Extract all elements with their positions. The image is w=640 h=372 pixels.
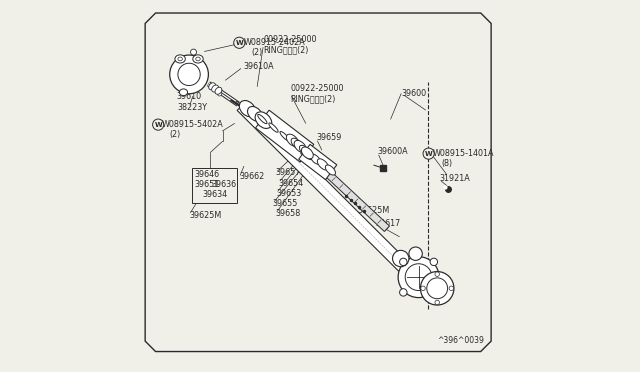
Text: (2): (2) [251, 48, 262, 57]
Bar [191, 168, 237, 203]
Text: 39634: 39634 [203, 190, 228, 199]
Ellipse shape [291, 140, 301, 150]
Text: W: W [236, 40, 243, 46]
Ellipse shape [291, 138, 302, 149]
Ellipse shape [255, 112, 272, 128]
Ellipse shape [179, 89, 188, 96]
Ellipse shape [325, 165, 335, 175]
Text: 39657: 39657 [275, 168, 301, 177]
Circle shape [191, 49, 196, 55]
Polygon shape [301, 148, 390, 231]
Text: 39659: 39659 [316, 133, 342, 142]
Circle shape [392, 250, 409, 267]
Ellipse shape [269, 123, 278, 132]
Ellipse shape [430, 289, 438, 296]
Text: 39625M: 39625M [357, 206, 390, 215]
Ellipse shape [209, 83, 216, 90]
Text: 00922-25000: 00922-25000 [291, 84, 344, 93]
Text: W08915-2402A: W08915-2402A [244, 38, 305, 47]
Ellipse shape [258, 114, 267, 124]
Ellipse shape [399, 289, 407, 296]
Text: W08915-5402A: W08915-5402A [162, 120, 223, 129]
Text: W: W [425, 151, 433, 157]
Ellipse shape [248, 106, 262, 121]
Text: 39655: 39655 [273, 199, 298, 208]
Text: 39600A: 39600A [378, 147, 408, 156]
Ellipse shape [302, 148, 312, 158]
Text: 39653: 39653 [276, 189, 301, 198]
Ellipse shape [430, 258, 438, 266]
Circle shape [152, 119, 164, 130]
Ellipse shape [286, 134, 299, 146]
Ellipse shape [193, 55, 203, 63]
Text: 39625M: 39625M [189, 211, 221, 219]
Text: 39636: 39636 [211, 180, 237, 189]
Ellipse shape [294, 141, 307, 153]
Text: RINGリング(2): RINGリング(2) [291, 94, 335, 103]
Circle shape [218, 92, 222, 96]
Text: 39600: 39600 [402, 89, 427, 98]
Ellipse shape [280, 131, 289, 141]
Polygon shape [255, 110, 314, 162]
Circle shape [409, 247, 422, 260]
Text: 39617: 39617 [375, 219, 400, 228]
Polygon shape [237, 101, 410, 273]
Circle shape [449, 286, 454, 291]
Circle shape [170, 55, 209, 94]
Ellipse shape [239, 100, 255, 117]
Text: 39658: 39658 [275, 209, 301, 218]
Text: (2): (2) [170, 130, 180, 139]
Text: 39646: 39646 [195, 170, 220, 179]
Text: 39654: 39654 [278, 179, 303, 187]
Text: (8): (8) [441, 159, 452, 168]
Circle shape [398, 257, 439, 298]
Circle shape [234, 37, 245, 48]
Text: W: W [154, 122, 162, 128]
Ellipse shape [301, 147, 313, 159]
Ellipse shape [215, 87, 222, 94]
Ellipse shape [303, 148, 314, 160]
Circle shape [420, 272, 454, 305]
Text: RINGリング(2): RINGリング(2) [264, 45, 309, 54]
Text: 00922-25000: 00922-25000 [264, 35, 317, 44]
Text: 39662: 39662 [239, 172, 264, 181]
Ellipse shape [212, 85, 218, 92]
Text: 39651: 39651 [195, 180, 220, 189]
Text: W08915-1401A: W08915-1401A [433, 149, 494, 158]
Text: 31921A: 31921A [439, 174, 470, 183]
Text: ^396^0039: ^396^0039 [437, 336, 484, 345]
Circle shape [423, 148, 434, 159]
Circle shape [435, 272, 440, 276]
Text: 38223Y: 38223Y [178, 103, 208, 112]
Ellipse shape [317, 159, 328, 170]
Text: 39610: 39610 [177, 92, 202, 101]
Ellipse shape [175, 55, 186, 63]
Polygon shape [299, 144, 337, 180]
Text: 39610A: 39610A [244, 62, 275, 71]
Circle shape [435, 300, 440, 305]
Circle shape [421, 286, 425, 291]
Ellipse shape [300, 145, 308, 154]
Ellipse shape [310, 154, 321, 164]
Ellipse shape [399, 258, 407, 266]
